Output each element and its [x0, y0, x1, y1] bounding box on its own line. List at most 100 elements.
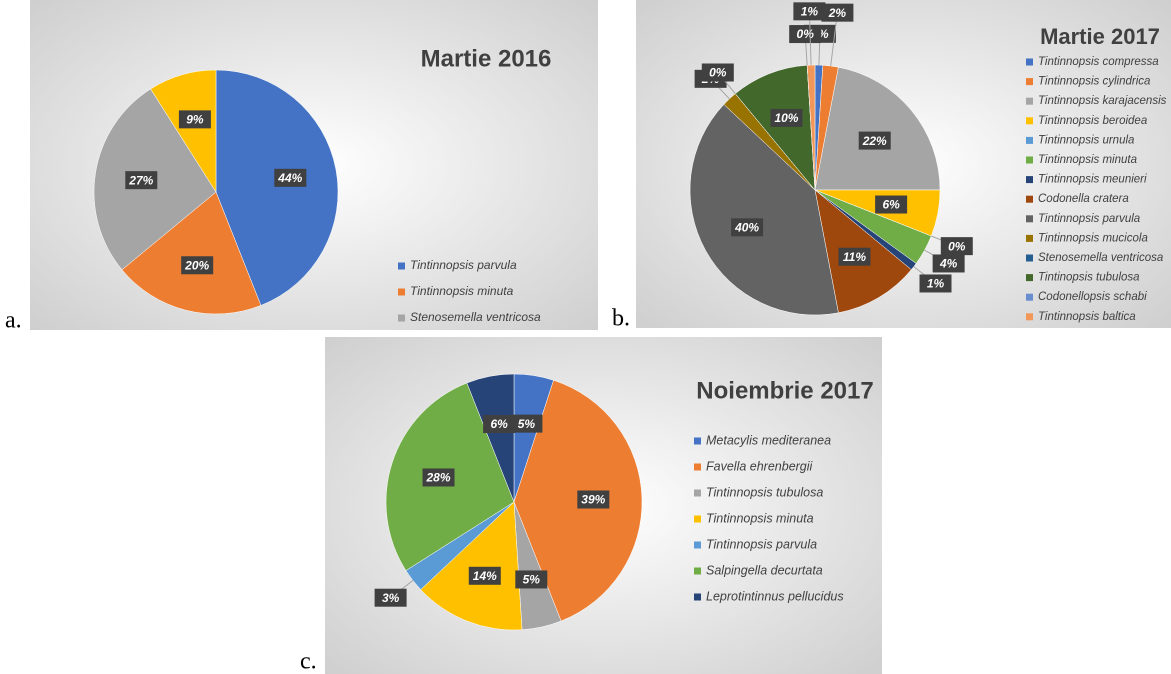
value-label-box: [919, 274, 952, 293]
legend-label: Tintinnopsis karajacensis: [1038, 95, 1167, 107]
value-label: 27%: [128, 173, 153, 187]
legend-swatch: [694, 437, 701, 445]
value-label: 4%: [939, 257, 958, 271]
chart-title: Martie 2016: [421, 45, 552, 72]
value-label-box: [770, 108, 803, 127]
legend-label: Favella ehrenbergii: [706, 459, 814, 473]
chart-panel: a. 44% 20% 27% 9% Martie 2016 Tintinnopsis par…: [5, 0, 598, 350]
legend-label: Metacylis mediteranea: [706, 433, 831, 447]
value-label: 14%: [473, 569, 497, 583]
legend-swatch: [1026, 156, 1033, 164]
value-label: 28%: [426, 471, 451, 485]
panel-label: b.: [612, 306, 630, 332]
value-label: 0%: [948, 239, 966, 253]
value-label-box: [701, 63, 734, 82]
value-label-box: [577, 490, 610, 509]
legend-swatch: [1026, 215, 1033, 223]
chart-title: Martie 2017: [1040, 24, 1160, 49]
legend-label: Codonella cratera: [1038, 193, 1129, 205]
legend-swatch: [694, 593, 701, 601]
pie-slice: [150, 69, 217, 193]
value-label-box: [793, 2, 826, 21]
value-label: 22%: [862, 134, 887, 148]
value-label: 5%: [518, 417, 536, 431]
legend-swatch: [1026, 293, 1033, 301]
chart-panel: c. 5% 39% 5% 14% 3% 28% 6% Noiembrie 2017 Metacyl…: [300, 337, 882, 674]
legend-swatch: [398, 314, 405, 322]
value-label-box: [940, 237, 973, 256]
value-label: 0%: [709, 66, 727, 80]
value-label: 2%: [828, 6, 847, 20]
legend-label: Tintinnopsis parvula: [706, 537, 817, 551]
legend-label: Tintinnopsis parvula: [1038, 213, 1140, 225]
pie-slice: [814, 66, 941, 191]
legend-swatch: [694, 489, 701, 497]
legend-label: Salpingella decurtata: [706, 563, 823, 577]
legend-swatch: [398, 262, 405, 270]
value-label: 20%: [184, 258, 209, 272]
legend-swatch: [694, 515, 701, 523]
value-label-box: [789, 25, 822, 44]
value-label: 6%: [490, 417, 508, 431]
legend-swatch: [694, 463, 701, 471]
pie-slice: [466, 373, 515, 503]
legend-label: Tintinnopsis mucicola: [1038, 232, 1148, 244]
value-label-box: [875, 195, 908, 214]
legend-swatch: [1026, 78, 1033, 86]
value-label-box: [510, 414, 543, 433]
legend-label: Tintinnopsis tubulosa: [706, 485, 823, 499]
value-label: 6%: [882, 198, 900, 212]
value-label-box: [374, 588, 407, 607]
legend-label: Stenosemella ventricosa: [410, 310, 541, 324]
value-label-box: [468, 566, 501, 585]
value-label-box: [178, 110, 211, 129]
value-label-box: [838, 247, 871, 266]
legend-swatch: [694, 541, 701, 549]
value-label: 1%: [801, 5, 819, 19]
value-label-box: [181, 256, 214, 275]
legend-label: Tintinnopsis meunieri: [1038, 174, 1147, 186]
value-label: 40%: [734, 221, 759, 235]
legend-label: Tintinnopsis parvula: [410, 258, 517, 272]
legend-label: Tintinnopsis compressa: [1038, 56, 1159, 68]
value-label: 9%: [186, 113, 204, 127]
legend-label: Tintinnopsis baltica: [1038, 311, 1136, 323]
legend-label: Tintinnopsis minuta: [1038, 154, 1137, 166]
value-label: 5%: [523, 573, 541, 587]
legend-swatch: [1026, 117, 1033, 125]
pie-slice: [420, 501, 523, 631]
legend-swatch: [1026, 254, 1033, 262]
legend-label: Tintinopsis tubulosa: [1038, 272, 1140, 284]
pie-slice: [734, 64, 816, 191]
value-label-box: [821, 3, 854, 22]
legend-swatch: [1026, 274, 1033, 282]
legend-swatch: [1026, 97, 1033, 105]
value-label: 11%: [843, 250, 866, 264]
legend-label: Stenosemella ventricosa: [1038, 252, 1163, 264]
value-label-box: [274, 168, 307, 187]
panel-label: c.: [300, 649, 317, 674]
value-label-box: [731, 218, 764, 237]
pie-slice: [121, 191, 262, 315]
value-label-box: [515, 570, 548, 589]
value-label: 3%: [382, 591, 400, 605]
legend-label: Tintinnopsis cylindrica: [1038, 76, 1150, 88]
legend-swatch: [1026, 176, 1033, 184]
legend-label: Tintinnopsis beroidea: [1038, 115, 1147, 127]
value-label: 1%: [927, 277, 945, 291]
legend-swatch: [398, 288, 405, 296]
legend-swatch: [1026, 58, 1033, 66]
legend-swatch: [1026, 234, 1033, 242]
panel-label: a.: [5, 308, 22, 334]
chart-title: Noiembrie 2017: [696, 377, 873, 404]
legend-label: Codonellopsis schabi: [1038, 291, 1147, 303]
value-label-box: [125, 171, 158, 190]
legend-swatch: [1026, 313, 1033, 321]
value-label-box: [858, 131, 891, 150]
legend-swatch: [694, 567, 701, 575]
legend-label: Tintinnopsis minuta: [706, 511, 814, 525]
pie-slice: [689, 104, 839, 316]
pie-slice: [806, 64, 816, 191]
value-label: 10%: [774, 111, 798, 125]
